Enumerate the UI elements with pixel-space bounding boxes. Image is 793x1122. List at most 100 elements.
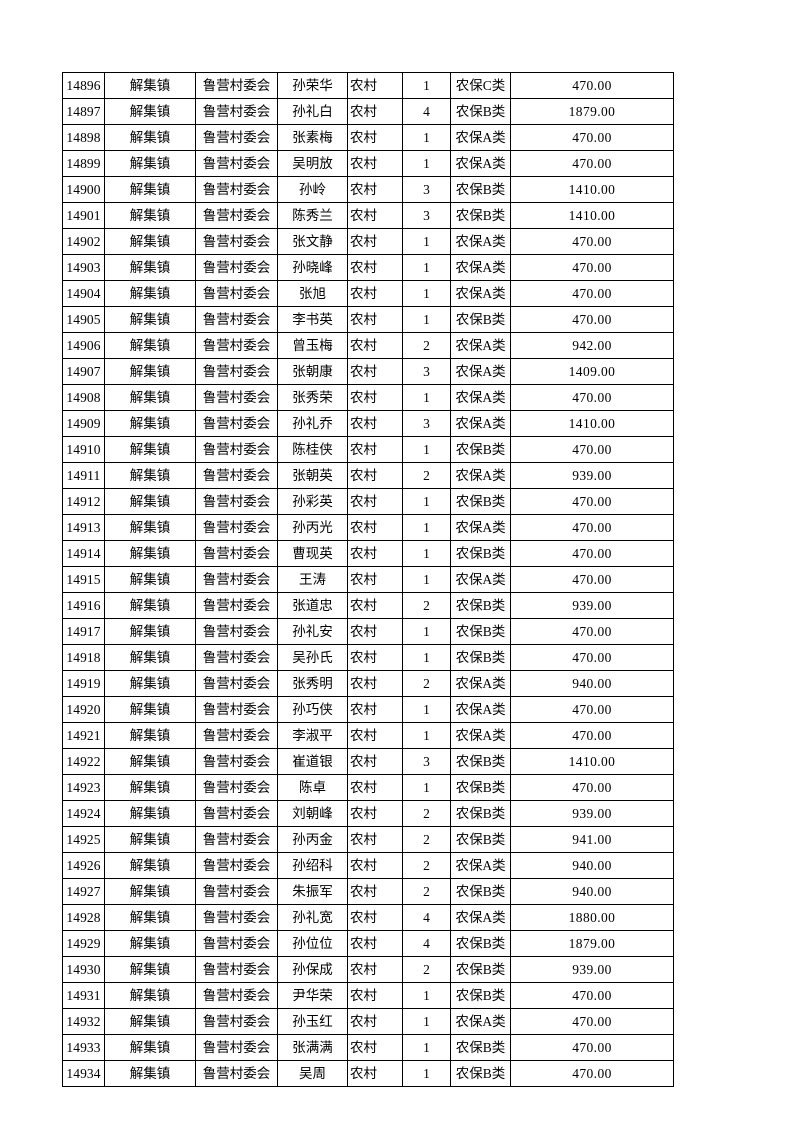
cell-amount: 470.00	[510, 1008, 674, 1035]
table-row: 14907 解集镇 鲁营村委会 张朝康 农村 3 农保A类 1409.00	[62, 358, 674, 385]
cell-area-type: 农村	[347, 618, 403, 645]
cell-serial-number: 14933	[62, 1034, 105, 1061]
cell-person-name: 孙玉红	[277, 1008, 348, 1035]
cell-insurance-category: 农保A类	[450, 1008, 511, 1035]
cell-person-name: 陈秀兰	[277, 202, 348, 229]
cell-person-count: 1	[402, 566, 451, 593]
cell-village-committee: 鲁营村委会	[195, 826, 278, 853]
cell-person-name: 孙礼白	[277, 98, 348, 125]
cell-village-committee: 鲁营村委会	[195, 722, 278, 749]
table-row: 14911 解集镇 鲁营村委会 张朝英 农村 2 农保A类 939.00	[62, 462, 674, 489]
cell-insurance-category: 农保B类	[450, 774, 511, 801]
cell-person-name: 张秀荣	[277, 384, 348, 411]
table-row: 14901 解集镇 鲁营村委会 陈秀兰 农村 3 农保B类 1410.00	[62, 202, 674, 229]
cell-amount: 470.00	[510, 540, 674, 567]
cell-insurance-category: 农保B类	[450, 488, 511, 515]
cell-village-committee: 鲁营村委会	[195, 618, 278, 645]
table-row: 14898 解集镇 鲁营村委会 张素梅 农村 1 农保A类 470.00	[62, 124, 674, 151]
cell-village-committee: 鲁营村委会	[195, 1060, 278, 1087]
cell-insurance-category: 农保B类	[450, 878, 511, 905]
cell-town: 解集镇	[104, 748, 196, 775]
cell-area-type: 农村	[347, 1034, 403, 1061]
cell-amount: 1879.00	[510, 930, 674, 957]
cell-person-name: 孙岭	[277, 176, 348, 203]
cell-insurance-category: 农保A类	[450, 722, 511, 749]
cell-area-type: 农村	[347, 254, 403, 281]
cell-amount: 470.00	[510, 514, 674, 541]
cell-person-name: 尹华荣	[277, 982, 348, 1009]
cell-town: 解集镇	[104, 514, 196, 541]
table-row: 14918 解集镇 鲁营村委会 吴孙氏 农村 1 农保B类 470.00	[62, 644, 674, 671]
cell-insurance-category: 农保A类	[450, 384, 511, 411]
cell-town: 解集镇	[104, 696, 196, 723]
cell-serial-number: 14931	[62, 982, 105, 1009]
cell-serial-number: 14902	[62, 228, 105, 255]
cell-person-name: 崔道银	[277, 748, 348, 775]
cell-insurance-category: 农保A类	[450, 462, 511, 489]
cell-insurance-category: 农保B类	[450, 592, 511, 619]
cell-serial-number: 14928	[62, 904, 105, 931]
cell-person-count: 4	[402, 930, 451, 957]
cell-town: 解集镇	[104, 358, 196, 385]
table-row: 14933 解集镇 鲁营村委会 张满满 农村 1 农保B类 470.00	[62, 1034, 674, 1061]
cell-person-name: 曹现英	[277, 540, 348, 567]
cell-area-type: 农村	[347, 982, 403, 1009]
cell-person-count: 3	[402, 176, 451, 203]
cell-area-type: 农村	[347, 800, 403, 827]
cell-insurance-category: 农保A类	[450, 904, 511, 931]
cell-area-type: 农村	[347, 566, 403, 593]
cell-amount: 939.00	[510, 800, 674, 827]
table-row: 14909 解集镇 鲁营村委会 孙礼乔 农村 3 农保A类 1410.00	[62, 410, 674, 437]
cell-person-name: 王涛	[277, 566, 348, 593]
table-row: 14914 解集镇 鲁营村委会 曹现英 农村 1 农保B类 470.00	[62, 540, 674, 567]
cell-insurance-category: 农保B类	[450, 644, 511, 671]
cell-person-count: 3	[402, 358, 451, 385]
cell-serial-number: 14906	[62, 332, 105, 359]
cell-person-name: 吴明放	[277, 150, 348, 177]
cell-serial-number: 14897	[62, 98, 105, 125]
cell-town: 解集镇	[104, 410, 196, 437]
cell-person-name: 孙绍科	[277, 852, 348, 879]
cell-amount: 470.00	[510, 280, 674, 307]
cell-serial-number: 14916	[62, 592, 105, 619]
cell-person-name: 吴周	[277, 1060, 348, 1087]
cell-area-type: 农村	[347, 696, 403, 723]
cell-village-committee: 鲁营村委会	[195, 748, 278, 775]
cell-area-type: 农村	[347, 436, 403, 463]
cell-village-committee: 鲁营村委会	[195, 540, 278, 567]
cell-person-count: 2	[402, 826, 451, 853]
cell-area-type: 农村	[347, 748, 403, 775]
cell-person-count: 2	[402, 592, 451, 619]
cell-person-count: 2	[402, 956, 451, 983]
table-row: 14913 解集镇 鲁营村委会 孙丙光 农村 1 农保A类 470.00	[62, 514, 674, 541]
cell-town: 解集镇	[104, 904, 196, 931]
cell-area-type: 农村	[347, 72, 403, 99]
cell-insurance-category: 农保A类	[450, 150, 511, 177]
cell-village-committee: 鲁营村委会	[195, 566, 278, 593]
cell-person-count: 2	[402, 332, 451, 359]
cell-town: 解集镇	[104, 254, 196, 281]
cell-town: 解集镇	[104, 202, 196, 229]
cell-person-count: 2	[402, 670, 451, 697]
cell-person-count: 1	[402, 540, 451, 567]
table-row: 14906 解集镇 鲁营村委会 曾玉梅 农村 2 农保A类 942.00	[62, 332, 674, 359]
table-row: 14931 解集镇 鲁营村委会 尹华荣 农村 1 农保B类 470.00	[62, 982, 674, 1009]
cell-amount: 942.00	[510, 332, 674, 359]
cell-village-committee: 鲁营村委会	[195, 306, 278, 333]
table-row: 14928 解集镇 鲁营村委会 孙礼宽 农村 4 农保A类 1880.00	[62, 904, 674, 931]
cell-person-count: 1	[402, 306, 451, 333]
cell-area-type: 农村	[347, 358, 403, 385]
table-row: 14904 解集镇 鲁营村委会 张旭 农村 1 农保A类 470.00	[62, 280, 674, 307]
cell-person-name: 李书英	[277, 306, 348, 333]
cell-person-count: 1	[402, 124, 451, 151]
table-row: 14932 解集镇 鲁营村委会 孙玉红 农村 1 农保A类 470.00	[62, 1008, 674, 1035]
cell-insurance-category: 农保B类	[450, 1060, 511, 1087]
cell-amount: 470.00	[510, 618, 674, 645]
cell-amount: 470.00	[510, 384, 674, 411]
cell-person-name: 孙礼乔	[277, 410, 348, 437]
table-row: 14919 解集镇 鲁营村委会 张秀明 农村 2 农保A类 940.00	[62, 670, 674, 697]
cell-serial-number: 14929	[62, 930, 105, 957]
cell-serial-number: 14904	[62, 280, 105, 307]
cell-amount: 470.00	[510, 1060, 674, 1087]
